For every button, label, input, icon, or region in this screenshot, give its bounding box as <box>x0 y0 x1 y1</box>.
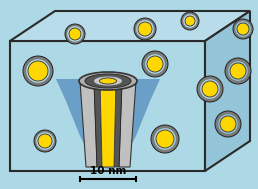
Polygon shape <box>56 79 160 169</box>
Text: 10 nm: 10 nm <box>90 166 126 176</box>
Circle shape <box>230 63 246 79</box>
Circle shape <box>28 61 48 81</box>
Polygon shape <box>94 81 102 167</box>
Polygon shape <box>114 81 122 167</box>
Circle shape <box>26 59 50 83</box>
Circle shape <box>69 28 81 40</box>
Ellipse shape <box>79 72 137 90</box>
Circle shape <box>181 12 199 30</box>
Circle shape <box>38 134 52 148</box>
Circle shape <box>23 56 53 86</box>
Ellipse shape <box>94 77 122 85</box>
Circle shape <box>228 61 248 81</box>
Circle shape <box>134 18 156 40</box>
Circle shape <box>185 16 195 26</box>
Circle shape <box>237 23 249 35</box>
Ellipse shape <box>100 78 117 84</box>
Polygon shape <box>80 81 97 167</box>
Circle shape <box>154 128 176 150</box>
Circle shape <box>138 22 152 36</box>
Circle shape <box>147 56 163 72</box>
Ellipse shape <box>85 74 131 88</box>
Circle shape <box>136 20 154 38</box>
Circle shape <box>151 125 179 153</box>
Circle shape <box>34 130 56 152</box>
Polygon shape <box>119 81 136 167</box>
Circle shape <box>225 58 251 84</box>
Circle shape <box>197 76 223 102</box>
Circle shape <box>215 111 241 137</box>
Polygon shape <box>205 11 250 171</box>
Polygon shape <box>10 41 205 171</box>
Circle shape <box>65 24 85 44</box>
Polygon shape <box>10 11 250 41</box>
Circle shape <box>183 14 197 28</box>
Circle shape <box>233 19 253 39</box>
Circle shape <box>235 21 251 37</box>
Circle shape <box>220 116 236 132</box>
Circle shape <box>67 26 83 42</box>
Circle shape <box>145 54 165 74</box>
Circle shape <box>142 51 168 77</box>
Polygon shape <box>100 81 116 167</box>
Circle shape <box>218 114 238 134</box>
Circle shape <box>36 132 54 150</box>
Circle shape <box>156 130 174 148</box>
Circle shape <box>202 81 218 97</box>
Circle shape <box>200 79 220 99</box>
